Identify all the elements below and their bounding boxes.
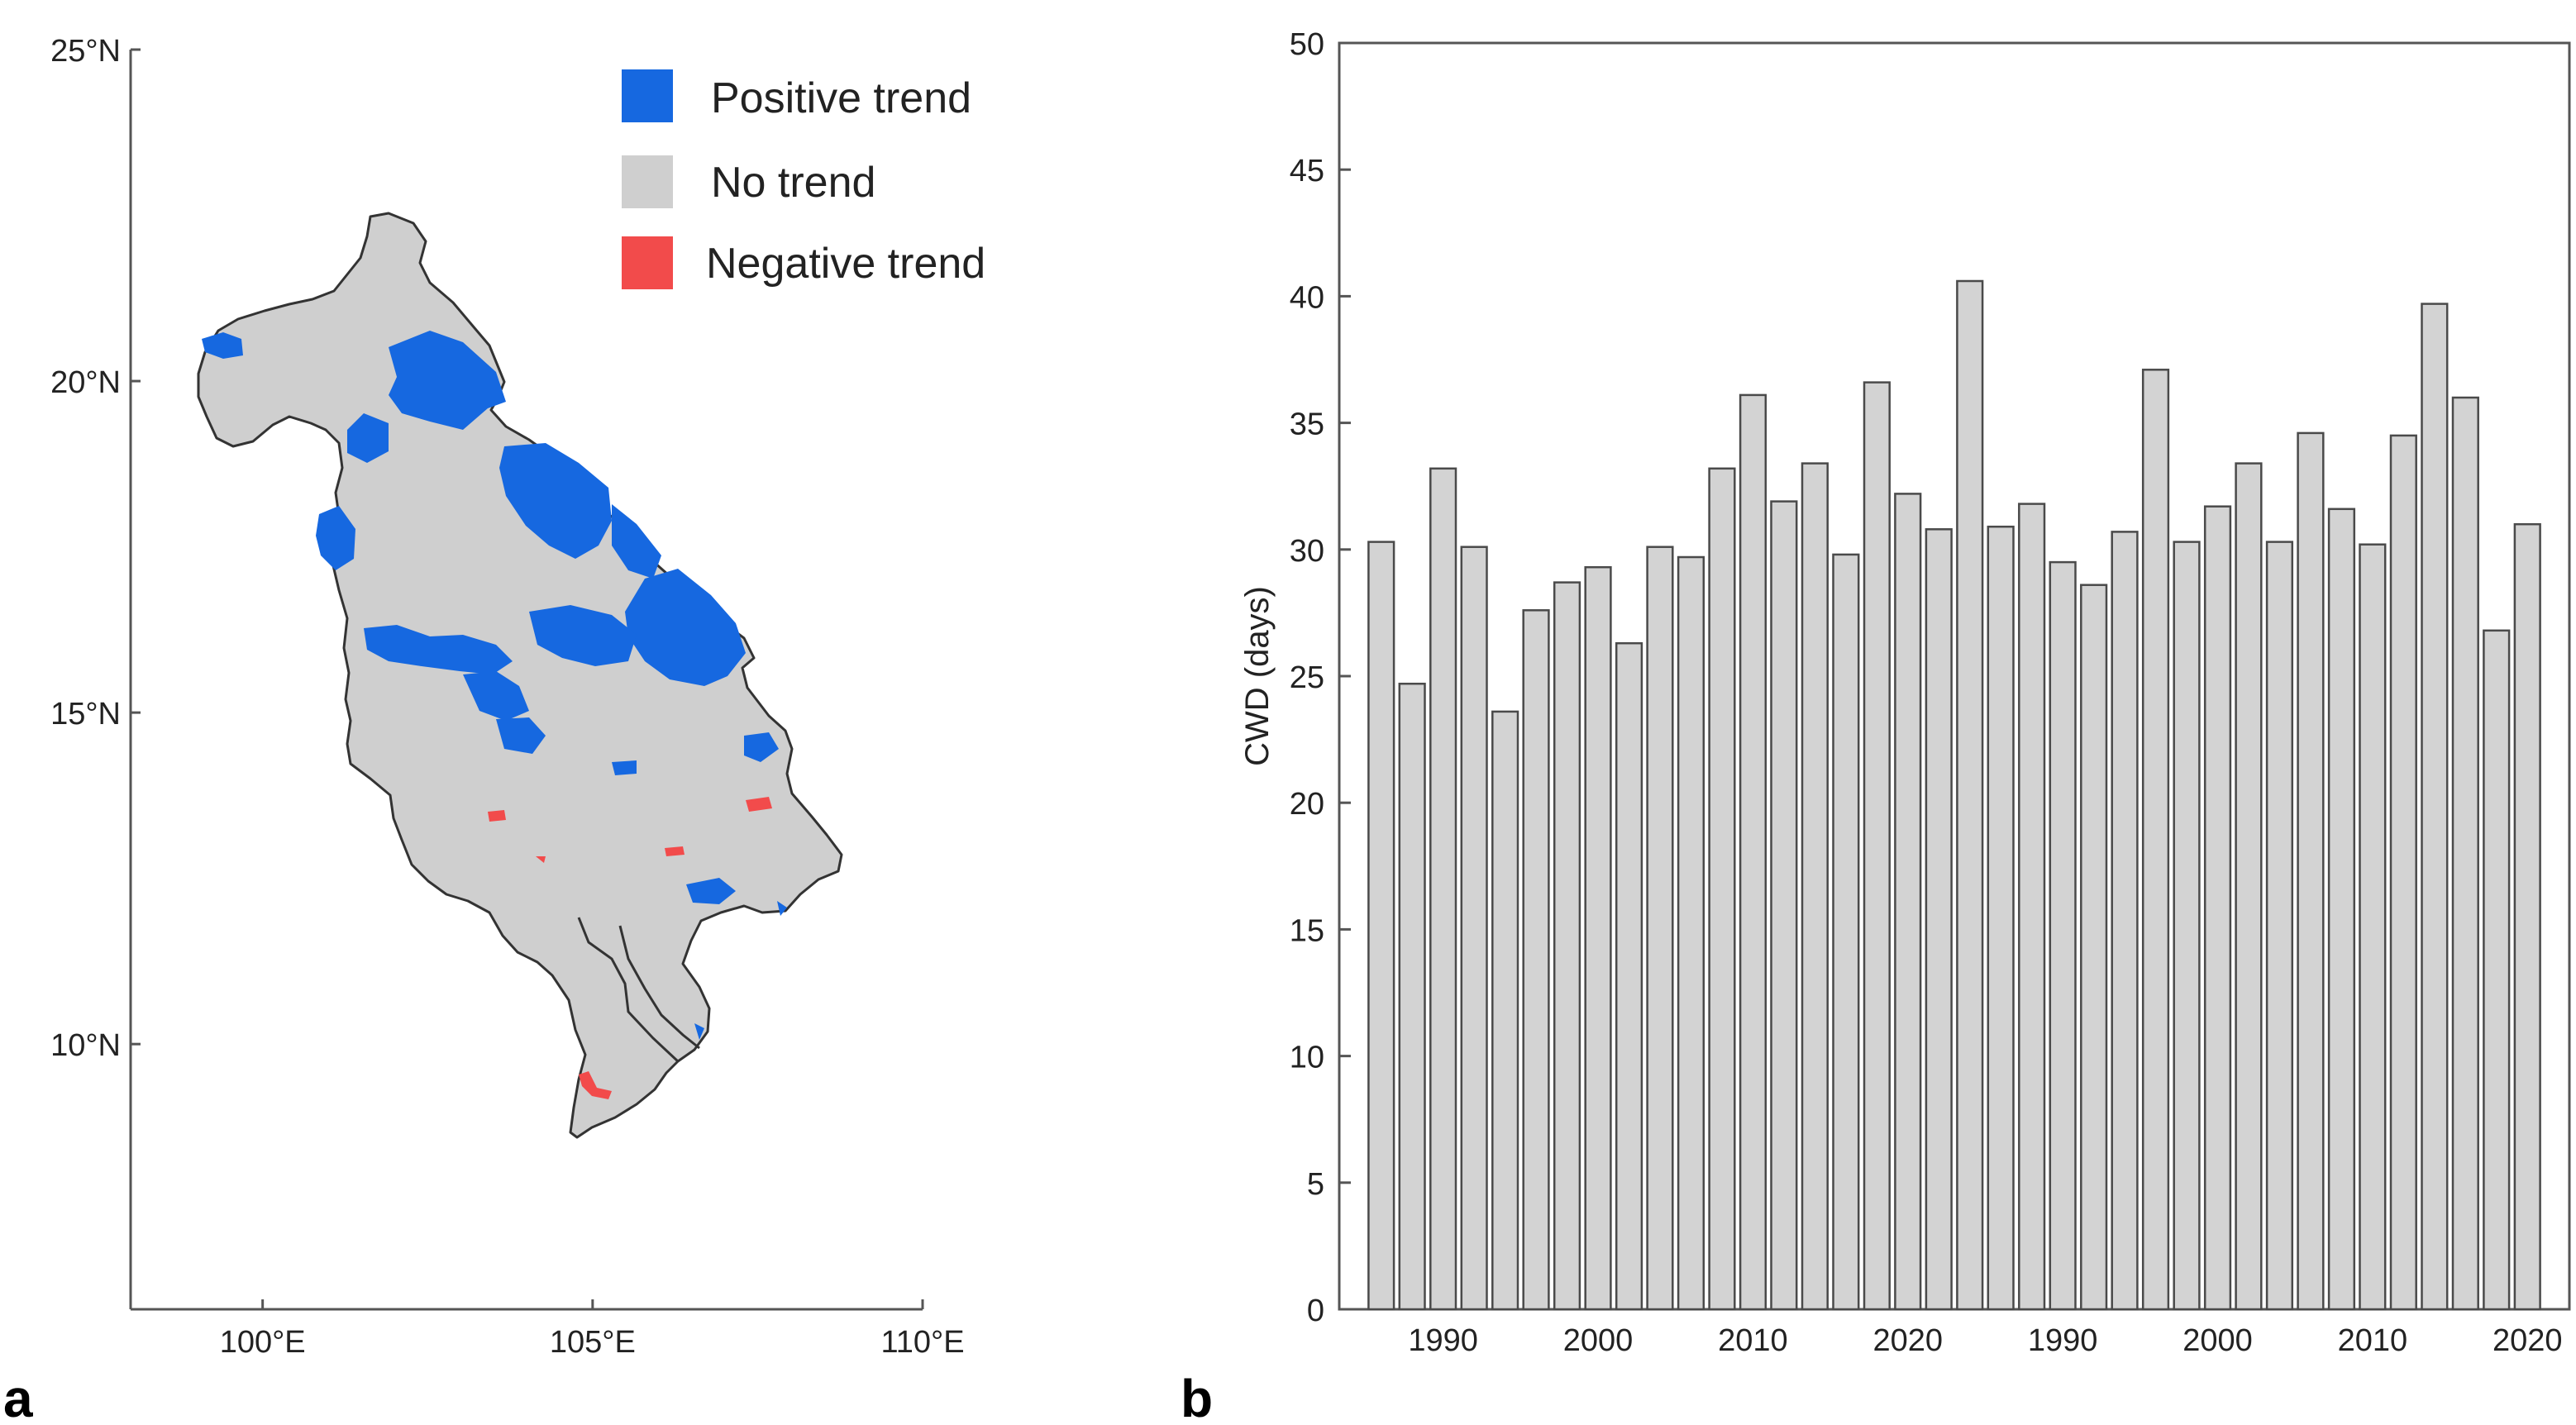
cwd-bar xyxy=(1491,710,1519,1311)
bar-y-tick-label: 45 xyxy=(1290,154,1324,188)
panel-letter-a: a xyxy=(3,1369,33,1425)
cwd-bar xyxy=(2080,584,2108,1311)
bar-x-tick-label: 2000 xyxy=(2182,1323,2253,1358)
map-y-tick-label: 15°N xyxy=(50,697,121,732)
bar-x-tick-label: 2020 xyxy=(1873,1323,1944,1358)
cwd-bar xyxy=(1801,462,1829,1311)
bar-y-tick-label: 20 xyxy=(1290,787,1324,822)
cwd-bar xyxy=(1615,641,1643,1311)
cwd-bar xyxy=(2513,522,2541,1311)
bar-y-tick-label: 30 xyxy=(1290,534,1324,569)
map-y-tick-label: 10°N xyxy=(50,1028,121,1063)
trend-map-panel: 100°E 105°E 110°E 10°N 15°N 20°N 25°N xyxy=(3,34,985,1425)
map-x-tick-label: 100°E xyxy=(220,1325,306,1360)
cwd-bars xyxy=(1367,279,2541,1311)
bar-y-tick-label: 35 xyxy=(1290,407,1324,442)
basin-outline xyxy=(197,212,843,1139)
bar-x-tick-label: 2020 xyxy=(2493,1323,2563,1358)
bar-y-tick-label: 15 xyxy=(1290,913,1324,948)
legend-label-negative: Negative trend xyxy=(706,240,985,288)
panel-letter-b: b xyxy=(1181,1369,1213,1425)
map-x-tick-label: 105°E xyxy=(550,1325,636,1360)
legend-label-none: No trend xyxy=(711,159,875,207)
cwd-bar xyxy=(2421,303,2449,1311)
delta-border-1 xyxy=(577,917,680,1063)
legend-label-positive: Positive trend xyxy=(711,74,971,122)
cwd-bar xyxy=(2327,508,2356,1311)
cwd-bar xyxy=(1677,555,1705,1311)
cwd-bar xyxy=(2049,560,2077,1311)
bar-x-tick-label: 1990 xyxy=(1408,1323,1478,1358)
bar-x-tick-label: 1990 xyxy=(2028,1323,2098,1358)
cwd-bar xyxy=(1925,528,1953,1311)
cwd-bar xyxy=(1553,581,1581,1311)
cwd-bar xyxy=(1584,565,1612,1311)
delta-border-2 xyxy=(618,925,700,1050)
cwd-bar xyxy=(2297,431,2325,1311)
bar-y-tick-label: 25 xyxy=(1290,660,1324,695)
cwd-bar xyxy=(1429,467,1457,1311)
cwd-bar xyxy=(2018,503,2046,1311)
map-ticks: 100°E 105°E 110°E 10°N 15°N 20°N 25°N xyxy=(50,34,964,1360)
bar-y-ticks: 0 5 10 15 20 25 30 35 40 45 50 xyxy=(1290,27,1351,1328)
legend-swatch-none xyxy=(622,155,673,208)
cwd-bar xyxy=(1894,493,1922,1311)
cwd-bar xyxy=(1863,381,1891,1311)
bar-y-tick-label: 50 xyxy=(1290,27,1324,62)
bar-y-tick-label: 5 xyxy=(1307,1167,1324,1202)
cwd-bar xyxy=(2389,434,2417,1311)
legend-swatch-positive xyxy=(622,69,673,122)
cwd-bar xyxy=(1770,500,1798,1311)
cwd-bar xyxy=(2203,505,2232,1311)
map-x-tick-label: 110°E xyxy=(880,1325,964,1360)
cwd-bar xyxy=(1646,546,1674,1311)
cwd-bar xyxy=(2141,369,2170,1311)
legend-swatch-negative xyxy=(622,236,673,289)
bar-x-ticks: 1990 2000 2010 2020 1990 2000 2010 2020 xyxy=(1408,1298,2563,1358)
map-y-tick-label: 20°N xyxy=(50,365,121,400)
cwd-bar xyxy=(2451,396,2479,1311)
bar-y-tick-label: 10 xyxy=(1290,1041,1324,1075)
bar-x-tick-label: 2010 xyxy=(2338,1323,2408,1358)
bar-y-axis-title: CWD (days) xyxy=(1239,586,1276,766)
cwd-bar xyxy=(2359,543,2387,1311)
cwd-bar xyxy=(1398,682,1426,1311)
cwd-bar xyxy=(2483,629,2511,1311)
map-y-tick-label: 25°N xyxy=(50,34,121,69)
cwd-bar xyxy=(2111,531,2139,1311)
cwd-bar xyxy=(1708,467,1736,1311)
cwd-bar xyxy=(2265,541,2294,1311)
cwd-bar xyxy=(1987,525,2015,1311)
bar-x-tick-label: 2000 xyxy=(1563,1323,1634,1358)
cwd-bar xyxy=(2235,462,2263,1311)
negative-trend-areas xyxy=(488,797,772,1099)
cwd-bar xyxy=(2173,541,2201,1311)
cwd-bar xyxy=(1956,279,1984,1311)
bar-x-tick-label: 2010 xyxy=(1718,1323,1788,1358)
map-legend: Positive trend No trend Negative trend xyxy=(622,69,985,289)
cwd-bar xyxy=(1367,541,1395,1311)
cwd-bar xyxy=(1522,609,1550,1311)
positive-trend-areas xyxy=(202,331,787,1040)
cwd-bar xyxy=(1739,393,1767,1311)
cwd-bar xyxy=(1832,553,1860,1311)
bar-y-tick-label: 0 xyxy=(1307,1294,1324,1328)
cwd-bar xyxy=(1460,546,1488,1311)
bar-y-tick-label: 40 xyxy=(1290,280,1324,315)
